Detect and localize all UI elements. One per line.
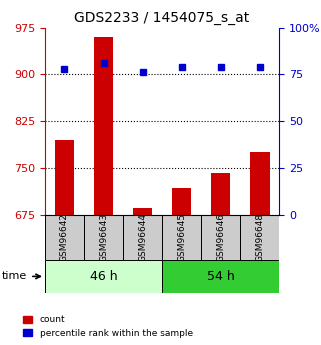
FancyBboxPatch shape — [45, 259, 162, 293]
Text: GSM96648: GSM96648 — [255, 213, 264, 262]
FancyBboxPatch shape — [123, 215, 162, 259]
Text: GSM96646: GSM96646 — [216, 213, 225, 262]
FancyBboxPatch shape — [84, 215, 123, 259]
FancyBboxPatch shape — [162, 215, 201, 259]
Title: GDS2233 / 1454075_s_at: GDS2233 / 1454075_s_at — [74, 11, 250, 25]
Text: 54 h: 54 h — [207, 270, 235, 283]
Bar — [250, 152, 270, 215]
Text: GSM96643: GSM96643 — [99, 213, 108, 262]
Bar — [55, 140, 74, 215]
Legend: count, percentile rank within the sample: count, percentile rank within the sample — [21, 313, 195, 341]
FancyBboxPatch shape — [201, 215, 240, 259]
Bar — [211, 173, 230, 215]
Bar — [133, 208, 152, 215]
FancyBboxPatch shape — [240, 215, 279, 259]
Text: GSM96644: GSM96644 — [138, 213, 147, 262]
Text: GSM96645: GSM96645 — [177, 213, 186, 262]
Text: GSM96642: GSM96642 — [60, 213, 69, 262]
Text: time: time — [2, 272, 40, 282]
Text: 46 h: 46 h — [90, 270, 117, 283]
FancyBboxPatch shape — [45, 215, 84, 259]
Bar — [172, 188, 191, 215]
FancyBboxPatch shape — [162, 259, 279, 293]
Bar — [94, 37, 113, 215]
